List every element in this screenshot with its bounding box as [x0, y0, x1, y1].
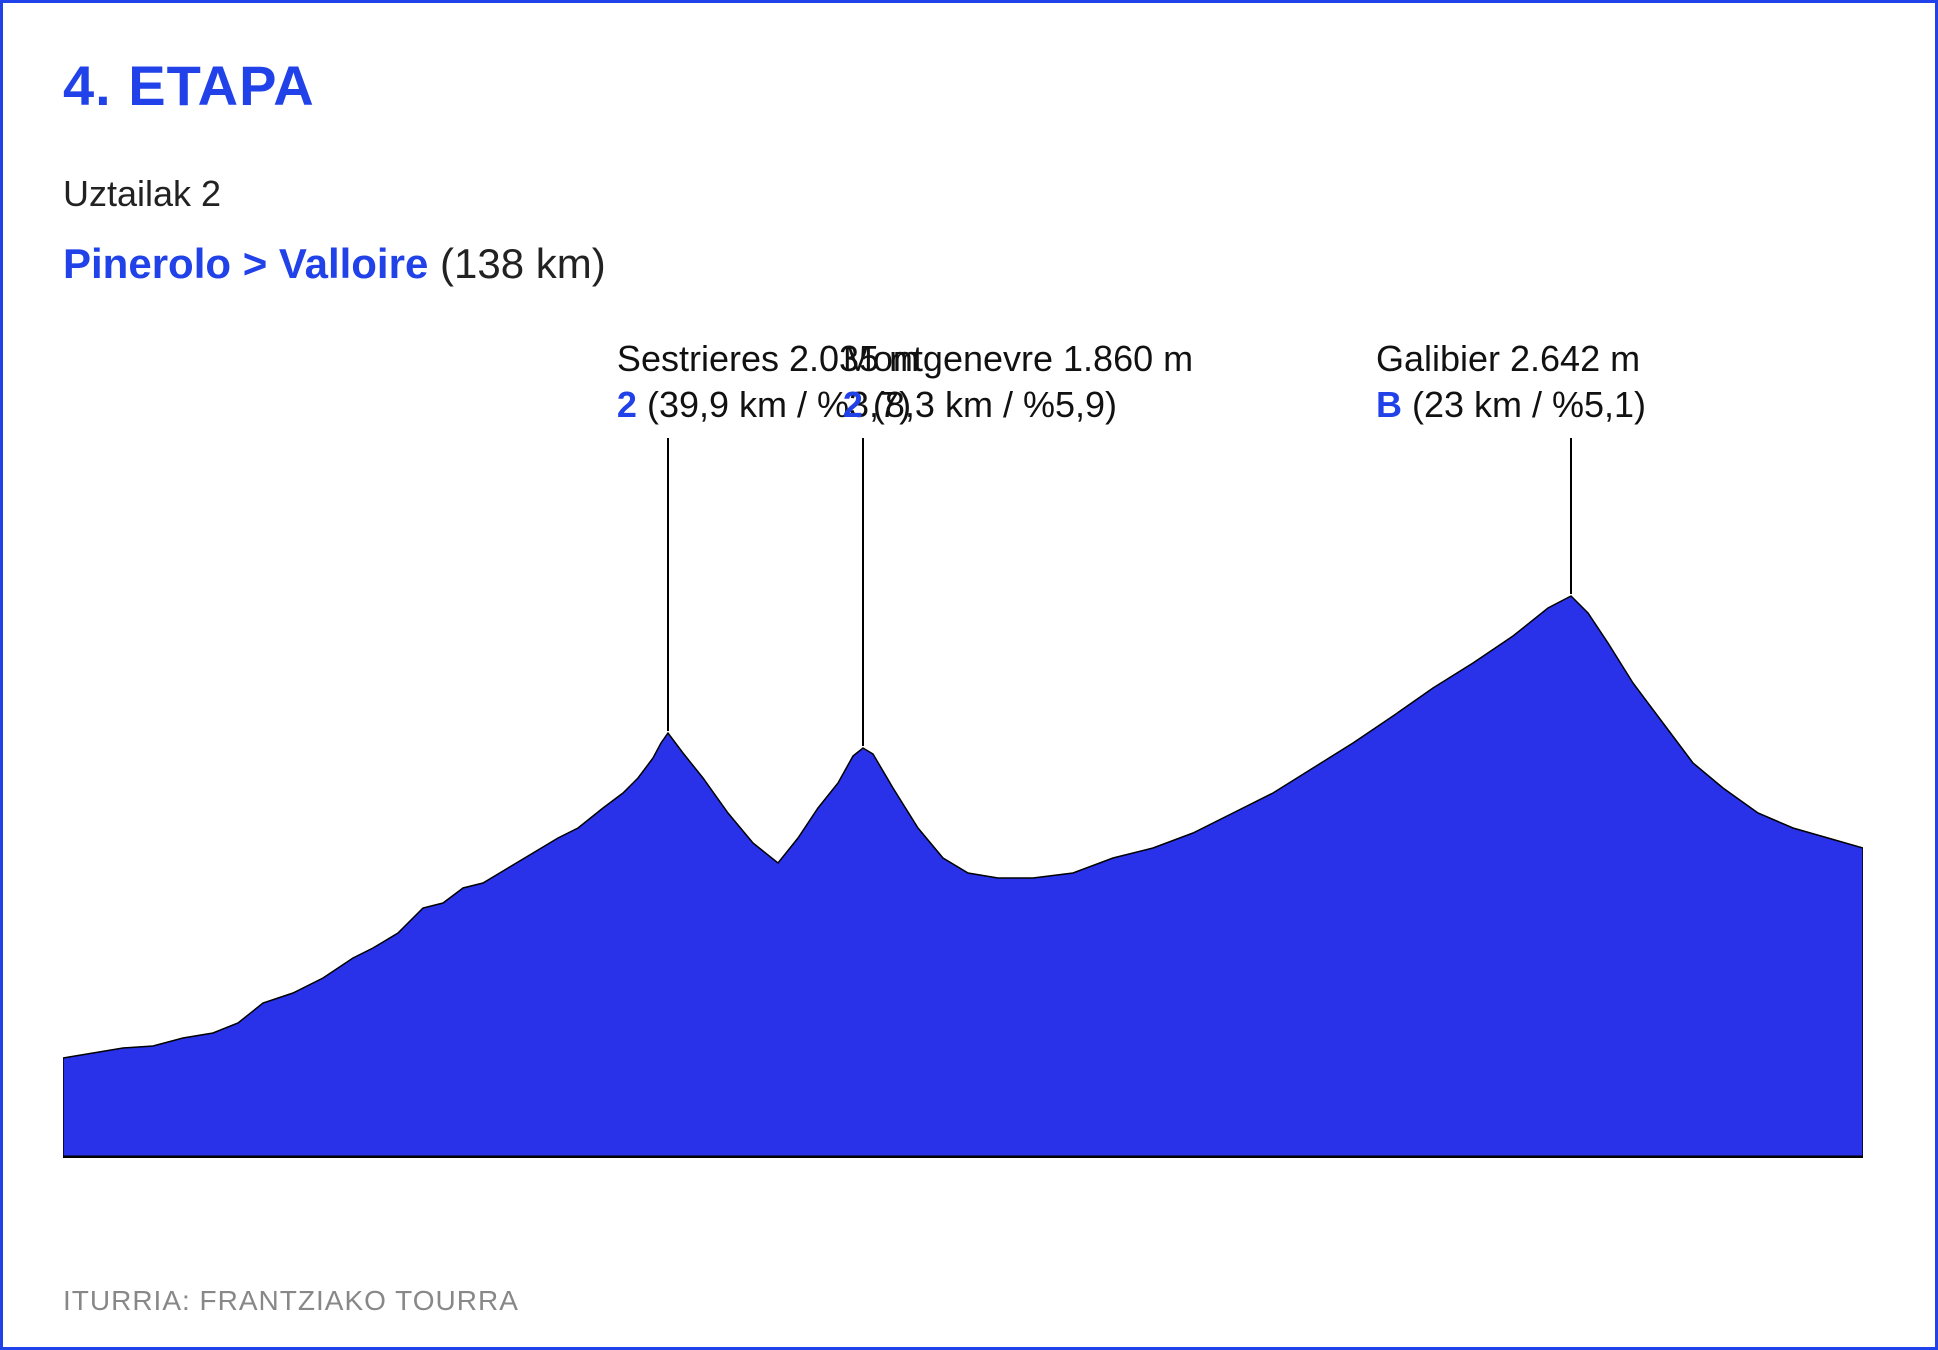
peak-label: Montgenevre 1.860 m2 (8,3 km / %5,9) [843, 338, 1193, 426]
stage-title: 4. ETAPA [63, 53, 1875, 118]
peak-name: Galibier 2.642 m [1376, 338, 1646, 380]
route-line: Pinerolo > Valloire (138 km) [63, 240, 1875, 288]
peak-stat-text: (23 km / %5,1) [1402, 384, 1646, 425]
source-credit: ITURRIA: FRANTZIAKO TOURRA [63, 1285, 519, 1317]
peak-category: 2 [617, 384, 637, 425]
peak-category: B [1376, 384, 1402, 425]
peak-stats: 2 (8,3 km / %5,9) [843, 384, 1193, 426]
peak-name: Montgenevre 1.860 m [843, 338, 1193, 380]
peak-category: 2 [843, 384, 863, 425]
elevation-area [63, 596, 1863, 1158]
stage-date: Uztailak 2 [63, 173, 1875, 215]
peak-stats: B (23 km / %5,1) [1376, 384, 1646, 426]
route-cities: Pinerolo > Valloire [63, 240, 428, 287]
peak-label: Galibier 2.642 mB (23 km / %5,1) [1376, 338, 1646, 426]
route-distance: (138 km) [440, 240, 606, 287]
peak-stat-text: (8,3 km / %5,9) [863, 384, 1117, 425]
stage-card: 4. ETAPA Uztailak 2 Pinerolo > Valloire … [0, 0, 1938, 1350]
elevation-profile-chart: Sestrieres 2.035 m2 (39,9 km / %3,7)Mont… [63, 338, 1863, 1158]
